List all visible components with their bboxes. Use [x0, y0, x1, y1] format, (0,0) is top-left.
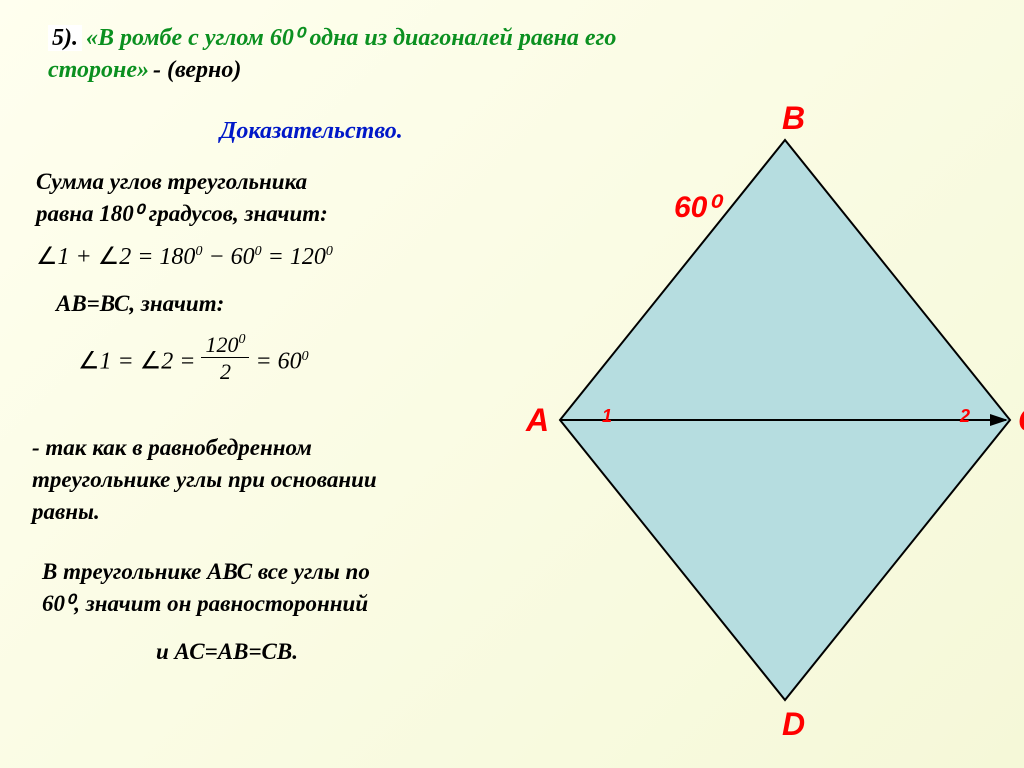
vertex-label-b: B [782, 100, 805, 137]
angle-60-label: 60⁰ [674, 190, 719, 225]
vertex-label-a: A [526, 402, 549, 439]
angle-2-label: 2 [960, 406, 970, 427]
vertex-label-d: D [782, 706, 805, 743]
vertex-label-c: C [1018, 402, 1024, 439]
angle-1-label: 1 [602, 406, 612, 427]
rhombus-diagram [0, 0, 1024, 768]
